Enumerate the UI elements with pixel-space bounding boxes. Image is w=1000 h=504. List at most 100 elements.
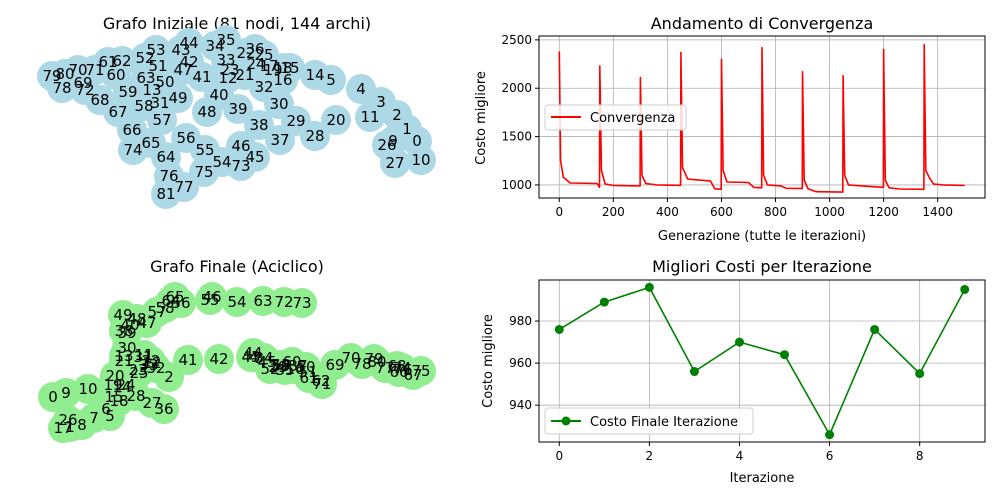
initial-node-label: 61 xyxy=(98,53,117,71)
iteration-point xyxy=(734,337,744,347)
initial-graph-title: Grafo Iniziale (81 nodi, 144 archi) xyxy=(103,14,371,33)
final-node-label: 76 xyxy=(393,361,412,379)
final-node-label: 41 xyxy=(178,351,197,369)
final-node-label: 57 xyxy=(147,303,166,321)
final-node-label: 28 xyxy=(126,387,145,405)
iteration-point xyxy=(689,367,699,377)
iteration-x-axis-label: Iterazione xyxy=(730,471,795,486)
final-node-label: 79 xyxy=(364,350,383,368)
final-node-73 xyxy=(287,288,317,318)
convergence-ticks: 0 200 400 600 800 1000 1200 1400 1000 1500 2000 250… xyxy=(501,33,953,219)
iteration-point xyxy=(554,324,564,334)
iteration-x-tick-label: 4 xyxy=(736,449,744,463)
final-node-label: 68 xyxy=(387,357,406,375)
initial-node-20 xyxy=(321,105,351,135)
final-node-label: 29 xyxy=(268,358,287,376)
final-node-label: 3 xyxy=(270,356,280,374)
initial-node-15 xyxy=(275,53,305,83)
final-node-10 xyxy=(73,374,103,404)
initial-node-69 xyxy=(68,68,98,98)
convergence-y-tick-label: 2000 xyxy=(501,81,532,95)
initial-node-label: 13 xyxy=(142,81,161,99)
final-node-label: 72 xyxy=(274,293,293,311)
initial-node-label: 10 xyxy=(411,151,430,169)
initial-node-label: 19 xyxy=(263,61,282,79)
initial-node-26 xyxy=(372,130,402,160)
initial-node-label: 35 xyxy=(216,31,235,49)
final-node-49 xyxy=(108,300,138,330)
final-node-label: 47 xyxy=(137,314,156,332)
initial-node-label: 54 xyxy=(212,153,231,171)
final-node-label: 9 xyxy=(61,384,71,402)
final-node-label: 22 xyxy=(141,352,160,370)
initial-node-label: 51 xyxy=(148,57,167,75)
final-node-label: 24 xyxy=(116,376,135,394)
final-node-label: 21 xyxy=(114,352,133,370)
final-node-55 xyxy=(195,285,225,315)
final-node-label: 46 xyxy=(202,288,221,306)
final-node-label: 39 xyxy=(117,324,136,342)
final-node-label: 6 xyxy=(101,400,111,418)
convergence-line xyxy=(558,43,965,193)
final-node-label: 17 xyxy=(53,419,72,437)
initial-node-label: 42 xyxy=(179,53,198,71)
final-node-label: 32 xyxy=(146,359,165,377)
initial-node-label: 62 xyxy=(112,52,131,70)
convergence-chart: Andamento di Convergenza Generazione (tu… xyxy=(474,14,986,244)
convergence-y-tick-label: 1500 xyxy=(501,130,532,144)
initial-node-label: 40 xyxy=(209,86,228,104)
final-node-label: 50 xyxy=(296,358,315,376)
final-node-label: 78 xyxy=(352,355,371,373)
final-node-label: 58 xyxy=(155,299,174,317)
initial-node-label: 43 xyxy=(171,41,190,59)
final-node-label: 19 xyxy=(103,376,122,394)
final-node-label: 36 xyxy=(154,400,173,418)
final-node-label: 62 xyxy=(311,372,330,390)
initial-node-label: 63 xyxy=(136,69,155,87)
final-node-label: 53 xyxy=(271,356,290,374)
final-node-label: 55 xyxy=(200,291,219,309)
final-node-label: 48 xyxy=(127,310,146,328)
initial-node-label: 55 xyxy=(195,141,214,159)
iteration-x-tick-label: 2 xyxy=(646,449,654,463)
convergence-x-tick-label: 800 xyxy=(764,205,787,219)
initial-node-label: 48 xyxy=(197,103,216,121)
initial-node-label: 56 xyxy=(176,129,195,147)
initial-node-label: 80 xyxy=(55,65,74,83)
initial-node-30 xyxy=(264,89,294,119)
final-node-label: 27 xyxy=(142,394,161,412)
final-node-label: 2 xyxy=(164,368,174,386)
convergence-legend: Convergenza xyxy=(544,104,687,131)
final-node-label: 40 xyxy=(120,316,139,334)
iteration-x-tick-label: 0 xyxy=(555,449,563,463)
initial-node-label: 25 xyxy=(254,46,273,64)
initial-node-label: 65 xyxy=(141,134,160,152)
final-node-label: 77 xyxy=(375,359,394,377)
final-node-label: 1 xyxy=(65,418,75,436)
final-node-label: 70 xyxy=(341,349,360,367)
convergence-y-axis-label: Costo migliore xyxy=(474,71,489,165)
final-node-label: 75 xyxy=(411,362,430,380)
convergence-legend-label: Convergenza xyxy=(590,111,675,126)
iteration-legend-label: Costo Finale Iterazione xyxy=(590,415,738,430)
initial-node-label: 14 xyxy=(305,66,324,84)
initial-node-label: 24 xyxy=(246,55,265,73)
initial-node-37 xyxy=(265,125,295,155)
initial-node-label: 11 xyxy=(360,108,379,126)
final-node-label: 5 xyxy=(105,407,115,425)
final-node-label: 74 xyxy=(392,359,411,377)
final-node-label: 30 xyxy=(117,339,136,357)
initial-node-label: 75 xyxy=(194,163,213,181)
initial-node-label: 68 xyxy=(90,91,109,109)
convergence-x-tick-label: 200 xyxy=(602,205,625,219)
final-node-label: 54 xyxy=(227,293,246,311)
final-node-label: 13 xyxy=(114,347,133,365)
iteration-cost-chart: Migliori Costi per Iterazione Iterazione… xyxy=(481,257,986,486)
convergence-plot-frame xyxy=(538,35,986,199)
initial-node-label: 26 xyxy=(377,136,396,154)
initial-node-10 xyxy=(406,145,436,175)
final-node-label: 66 xyxy=(389,363,408,381)
final-node-36 xyxy=(149,394,179,424)
